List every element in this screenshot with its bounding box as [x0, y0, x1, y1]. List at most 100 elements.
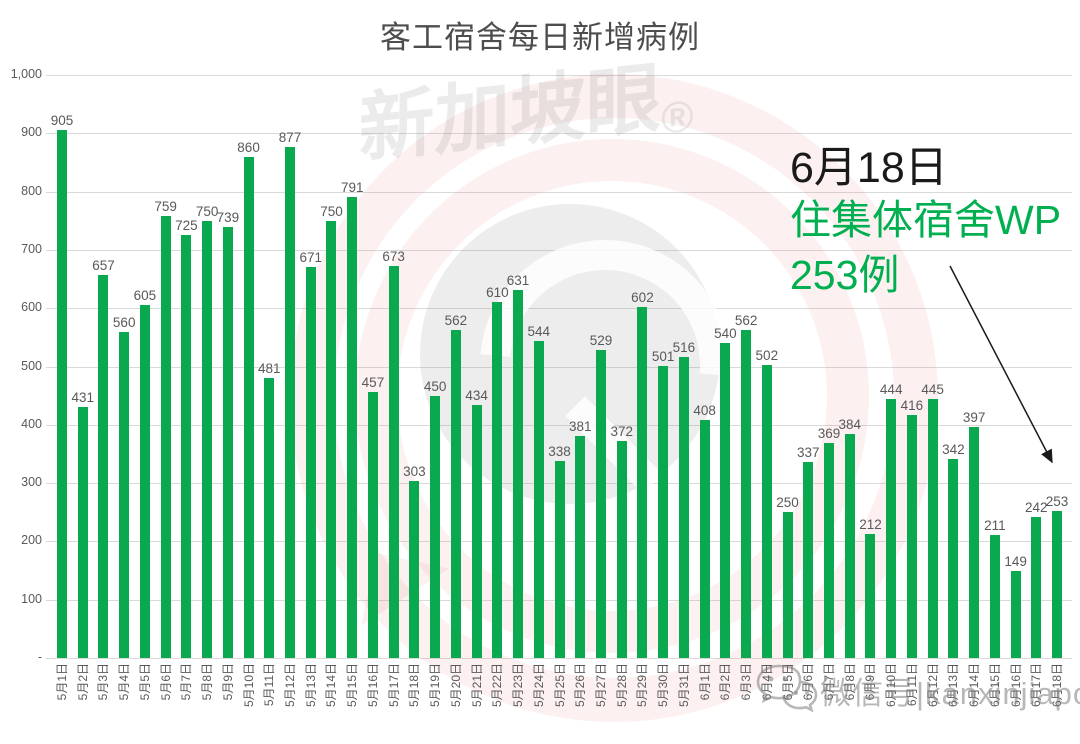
bar — [927, 398, 938, 658]
bar-value-label: 540 — [714, 326, 737, 342]
bar-value-label: 860 — [237, 139, 260, 155]
bar-value-label: 673 — [382, 248, 405, 264]
x-tick-label: 5月15日 — [345, 663, 360, 708]
bar — [450, 330, 461, 658]
x-tick-label: 5月12日 — [283, 663, 298, 708]
bar — [98, 274, 109, 658]
bar — [886, 399, 897, 658]
bar-value-label: 444 — [879, 382, 903, 398]
x-tick-label: 5月11日 — [262, 663, 277, 707]
x-tick-label: 5月17日 — [386, 663, 401, 708]
bar — [471, 404, 482, 658]
x-tick-label: 5月24日 — [531, 663, 546, 708]
wechat-icon — [754, 662, 820, 718]
annotation-line2: 住集体宿舍WP — [790, 197, 1062, 243]
bar-value-label: 242 — [1025, 499, 1048, 515]
x-tick-label: 5月5日 — [137, 663, 152, 701]
bar-value-label: 372 — [610, 424, 633, 440]
bar — [803, 461, 814, 658]
bar — [554, 460, 565, 658]
bar-value-label: 369 — [817, 425, 841, 441]
bar — [492, 302, 503, 658]
bar-value-label: 250 — [776, 495, 799, 511]
x-tick-label: 5月21日 — [469, 663, 484, 708]
bar-value-label: 750 — [195, 203, 219, 219]
wechat-id-text: 微信号|kanxinjiapo — [820, 675, 1080, 711]
bar-value-label: 481 — [258, 360, 281, 376]
bar-value-label: 725 — [175, 218, 198, 234]
x-tick-label: 5月6日 — [158, 663, 173, 701]
bar-value-label: 445 — [921, 381, 944, 397]
x-tick-label: 5月27日 — [593, 663, 608, 708]
bar-value-label: 671 — [299, 249, 323, 265]
x-tick-label: 5月25日 — [552, 663, 567, 708]
x-tick-label: 6月2日 — [718, 663, 733, 701]
bar — [658, 365, 669, 658]
bar — [285, 146, 296, 658]
bar-value-label: 657 — [92, 257, 115, 273]
bar — [305, 266, 316, 658]
x-tick-label: 5月13日 — [303, 663, 318, 708]
bar — [409, 481, 420, 658]
x-tick-label: 5月30日 — [656, 663, 671, 708]
x-tick-label: 5月26日 — [573, 663, 588, 708]
bar — [388, 265, 399, 658]
x-tick-label: 5月29日 — [635, 663, 650, 708]
bar — [741, 330, 752, 658]
y-tick-label: 600 — [21, 300, 42, 315]
bar — [222, 227, 233, 658]
x-tick-label: 6月1日 — [697, 663, 712, 701]
bar — [367, 391, 378, 658]
bar — [948, 458, 959, 658]
bar-value-label: 338 — [548, 443, 571, 459]
x-tick-label: 6月3日 — [739, 663, 754, 701]
x-tick-label: 5月14日 — [324, 663, 339, 708]
bar — [1031, 516, 1042, 658]
bar-value-label: 544 — [527, 323, 551, 339]
bar-value-label: 303 — [403, 464, 426, 480]
bar — [119, 331, 130, 658]
bar-value-label: 631 — [506, 273, 530, 289]
bar — [720, 343, 731, 658]
y-tick-label: 500 — [21, 358, 42, 373]
bar — [865, 534, 876, 658]
bar-value-label: 602 — [631, 290, 654, 306]
bar — [181, 235, 192, 658]
x-tick-label: 5月31日 — [676, 663, 691, 708]
bar — [1052, 510, 1063, 658]
bar — [533, 340, 544, 658]
bar-value-label: 408 — [693, 403, 716, 419]
annotation-date: 6月18日 — [790, 144, 948, 192]
bar-value-label: 562 — [444, 313, 468, 329]
watermark-disc — [420, 204, 720, 504]
x-tick-label: 5月4日 — [117, 663, 132, 701]
bar-value-label: 905 — [50, 113, 74, 129]
y-tick-label: 1,000 — [10, 67, 42, 81]
x-tick-label: 5月9日 — [220, 663, 235, 701]
x-tick-label: 5月3日 — [96, 663, 111, 701]
x-tick-label: 5月18日 — [407, 663, 422, 708]
x-tick-label: 5月20日 — [448, 663, 463, 708]
x-tick-label: 5月19日 — [428, 663, 443, 708]
bar-value-label: 434 — [465, 387, 488, 403]
y-tick-label: 700 — [21, 241, 42, 256]
bar-value-label: 149 — [1004, 554, 1027, 570]
x-tick-label: 5月23日 — [511, 663, 526, 708]
x-tick-label: 5月8日 — [200, 663, 215, 701]
bar — [699, 420, 710, 658]
bar — [347, 196, 358, 658]
bar-value-label: 750 — [320, 203, 343, 219]
y-tick-label: 200 — [21, 533, 42, 548]
bar-value-label: 457 — [361, 374, 385, 390]
y-tick-label: 800 — [21, 183, 42, 198]
bar-value-label: 211 — [984, 517, 1006, 533]
y-tick-label: 100 — [21, 591, 42, 606]
bar-value-label: 381 — [568, 418, 592, 434]
x-tick-label: 5月1日 — [55, 663, 69, 701]
bar-value-label: 791 — [340, 179, 364, 195]
bar-value-label: 253 — [1045, 493, 1069, 509]
bar — [1010, 571, 1021, 658]
bar-value-label: 605 — [133, 288, 157, 304]
y-tick-label: 900 — [21, 125, 42, 140]
